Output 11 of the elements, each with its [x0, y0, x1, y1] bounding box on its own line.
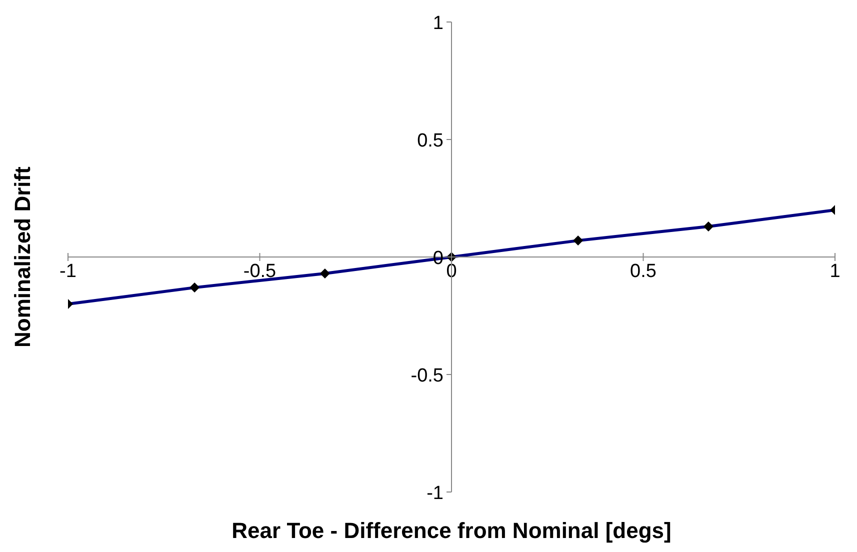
y-tick-label: 1 — [432, 13, 444, 34]
x-tick-label: -0.5 — [243, 261, 276, 282]
y-tick-label: 0.5 — [417, 130, 444, 152]
y-tick-label: -1 — [426, 483, 444, 504]
x-tick-label: 1 — [830, 261, 840, 282]
x-tick-label: 0.5 — [630, 261, 656, 282]
y-tick-label: -0.5 — [410, 366, 444, 386]
x-tick-label: -1 — [60, 261, 76, 282]
x-tick-label: 0 — [446, 261, 457, 282]
x-axis-title: Rear Toe - Difference from Nominal [degs] — [232, 518, 672, 543]
y-axis-title: Nominalized Drift — [10, 166, 35, 348]
